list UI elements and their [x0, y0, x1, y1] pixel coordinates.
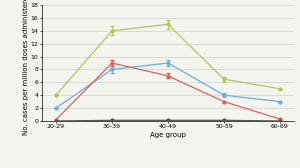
X-axis label: Age group: Age group [150, 132, 186, 138]
Y-axis label: No. cases per million doses administered: No. cases per million doses administered [23, 0, 29, 135]
